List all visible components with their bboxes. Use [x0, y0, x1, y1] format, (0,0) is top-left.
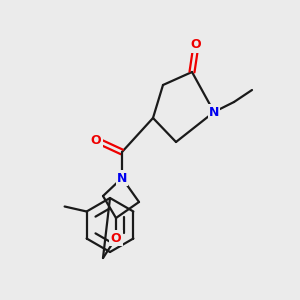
Text: O: O — [91, 134, 101, 146]
Text: O: O — [191, 38, 201, 52]
Text: N: N — [117, 172, 127, 184]
Text: N: N — [209, 106, 219, 118]
Text: O: O — [111, 232, 121, 244]
